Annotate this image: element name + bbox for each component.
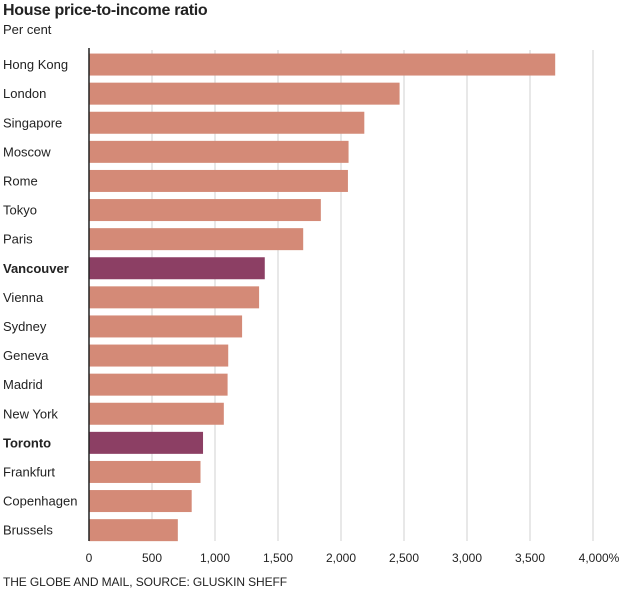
bar [89, 228, 304, 251]
category-label: Tokyo [3, 203, 37, 218]
bar [89, 519, 178, 542]
category-label: Vienna [3, 290, 44, 305]
x-tick-label: 4,000% [579, 551, 620, 565]
source-credit: THE GLOBE AND MAIL, SOURCE: GLUSKIN SHEF… [3, 575, 287, 589]
x-tick-label: 0 [86, 551, 93, 565]
bar [89, 169, 348, 192]
bar [89, 344, 229, 367]
category-label: Frankfurt [3, 464, 55, 479]
bar [89, 431, 204, 454]
x-tick-label: 3,500 [515, 551, 545, 565]
bar [89, 460, 201, 483]
chart-subtitle: Per cent [3, 22, 52, 37]
bar [89, 199, 321, 222]
x-tick-label: 2,000 [326, 551, 356, 565]
bar [89, 286, 260, 309]
bar [89, 257, 265, 280]
bar [89, 53, 556, 76]
x-tick-label: 3,000 [452, 551, 482, 565]
category-label: Copenhagen [3, 494, 77, 509]
category-label: New York [3, 406, 58, 421]
category-label: Hong Kong [3, 57, 68, 72]
x-tick-label: 2,500 [389, 551, 419, 565]
bar [89, 402, 224, 425]
bar [89, 490, 192, 513]
category-label: Brussels [3, 523, 53, 538]
chart-title: House price-to-income ratio [3, 2, 208, 19]
category-label: Paris [3, 232, 33, 247]
bar [89, 315, 243, 338]
x-tick-label: 500 [142, 551, 162, 565]
x-tick-label: 1,500 [263, 551, 293, 565]
category-label: Geneva [3, 348, 49, 363]
category-label: Toronto [3, 435, 51, 450]
bar [89, 82, 400, 105]
x-tick-label: 1,000 [200, 551, 230, 565]
bar [89, 373, 228, 396]
category-label: London [3, 86, 46, 101]
category-label: Moscow [3, 144, 51, 159]
category-label: Madrid [3, 377, 43, 392]
bar [89, 111, 365, 134]
category-label: Sydney [3, 319, 47, 334]
category-label: Vancouver [3, 261, 69, 276]
bar [89, 140, 349, 163]
category-label: Rome [3, 173, 38, 188]
category-label: Singapore [3, 115, 62, 130]
